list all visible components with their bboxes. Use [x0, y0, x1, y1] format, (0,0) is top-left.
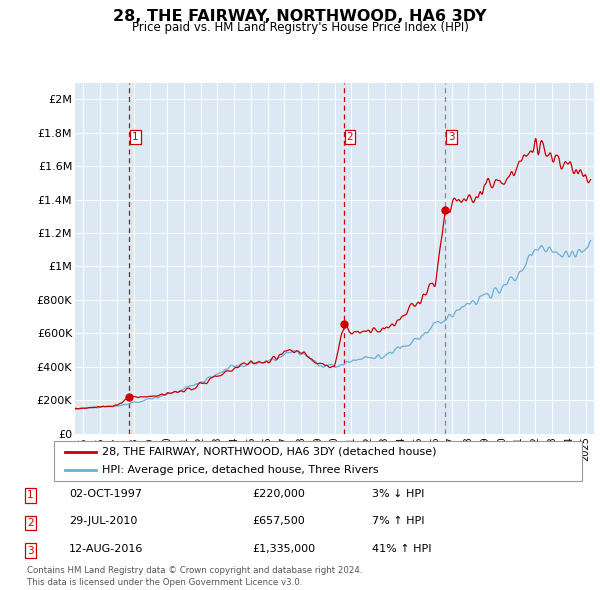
Text: £657,500: £657,500: [252, 516, 305, 526]
Text: Price paid vs. HM Land Registry's House Price Index (HPI): Price paid vs. HM Land Registry's House …: [131, 21, 469, 34]
Text: Contains HM Land Registry data © Crown copyright and database right 2024.
This d: Contains HM Land Registry data © Crown c…: [27, 566, 362, 587]
FancyBboxPatch shape: [54, 441, 582, 481]
Text: 28, THE FAIRWAY, NORTHWOOD, HA6 3DY: 28, THE FAIRWAY, NORTHWOOD, HA6 3DY: [113, 9, 487, 24]
Text: 2: 2: [27, 518, 34, 528]
Text: HPI: Average price, detached house, Three Rivers: HPI: Average price, detached house, Thre…: [101, 465, 378, 475]
Text: 28, THE FAIRWAY, NORTHWOOD, HA6 3DY (detached house): 28, THE FAIRWAY, NORTHWOOD, HA6 3DY (det…: [101, 447, 436, 457]
Text: 02-OCT-1997: 02-OCT-1997: [69, 489, 142, 499]
Text: 1: 1: [27, 490, 34, 500]
Text: £1,335,000: £1,335,000: [252, 544, 315, 554]
Text: 41% ↑ HPI: 41% ↑ HPI: [372, 544, 431, 554]
Text: 2: 2: [347, 132, 353, 142]
Text: 3% ↓ HPI: 3% ↓ HPI: [372, 489, 424, 499]
Text: £220,000: £220,000: [252, 489, 305, 499]
Text: 3: 3: [448, 132, 454, 142]
Text: 3: 3: [27, 546, 34, 556]
Text: 29-JUL-2010: 29-JUL-2010: [69, 516, 137, 526]
Text: 1: 1: [132, 132, 139, 142]
Text: 7% ↑ HPI: 7% ↑ HPI: [372, 516, 425, 526]
Text: 12-AUG-2016: 12-AUG-2016: [69, 544, 143, 554]
